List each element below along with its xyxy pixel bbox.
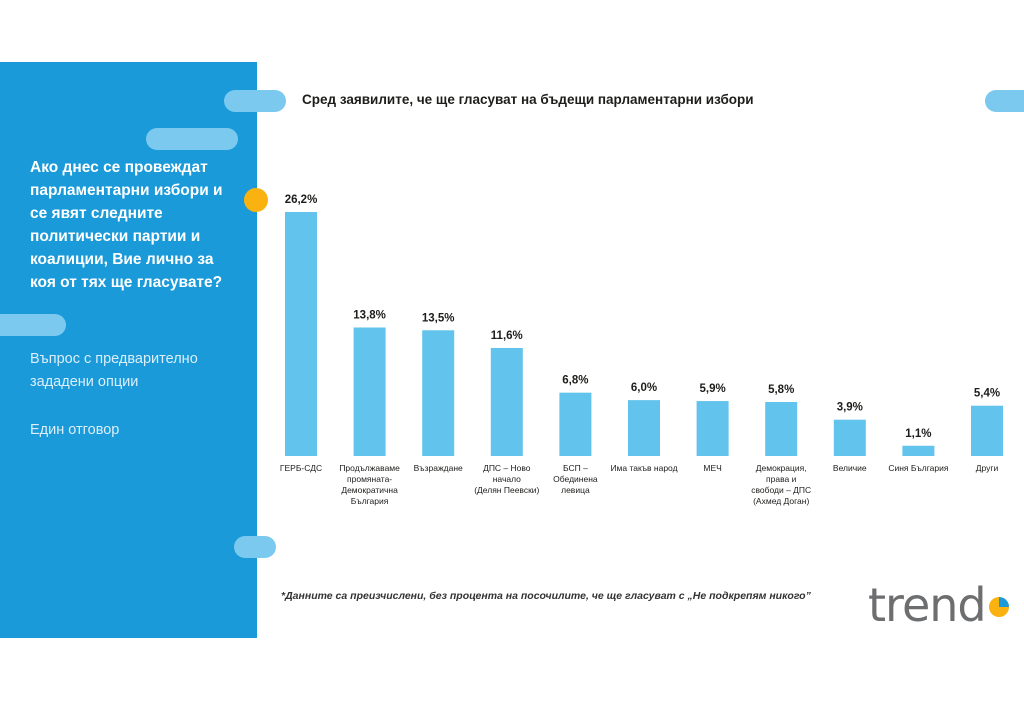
bar-6 [696,401,729,456]
survey-question: Ако днес се провеждат парламентарни избо… [30,159,223,291]
question-type-note: Въпрос с предварително зададени опции [30,351,198,390]
decorative-pill-upper [146,128,238,150]
category-label-1: Продължаваме промяната-Демократична Българ… [339,463,400,506]
value-label-0: 26,2% [285,194,318,206]
value-label-3: 11,6% [491,330,523,342]
answer-type-note: Един отговор [30,422,120,438]
left-panel [0,62,257,638]
value-label-4: 6,8% [562,375,588,387]
value-label-5: 6,0% [631,382,657,394]
bar-2 [422,330,455,456]
decorative-pill-right [985,90,1024,112]
category-label-6: МЕЧ [703,463,721,473]
accent-dot [244,188,268,212]
bar-10 [971,405,1003,456]
category-label-7: Демокрация, права и свободи – ДПС (Ахмед До… [751,463,811,506]
bar-5 [628,400,660,456]
category-label-5: Има такъв народ [610,463,677,473]
value-label-10: 5,4% [974,388,1000,400]
bar-9 [902,445,935,456]
logo-pie-icon [989,597,1009,617]
category-label-4: БСП – Обединена левица [553,463,598,495]
value-label-6: 5,9% [699,383,725,395]
value-label-9: 1,1% [905,428,931,440]
chart-title: Сред заявилите, че ще гласуват на бъдещи… [302,92,754,107]
bar-4 [559,392,592,456]
category-label-2: Възраждане [414,463,463,473]
footnote: *Данните са преизчислени, без процента н… [281,590,811,602]
category-label-3: ДПС – Ново начало (Делян Пеевски) [474,463,539,495]
trend-logo: trend [868,578,987,632]
bar-1 [353,327,386,456]
bar-8 [833,419,866,456]
value-label-1: 13,8% [353,309,386,321]
value-label-2: 13,5% [422,312,455,324]
decorative-pill-top-left [224,90,286,112]
value-label-7: 5,8% [768,384,794,396]
bar-7 [765,401,798,456]
category-label-8: Величие [833,463,867,473]
category-label-9: Синя България [888,463,949,473]
bar-3 [490,347,523,456]
category-label-10: Други [976,463,999,473]
bar-0 [285,212,317,456]
decorative-pill-middle [0,314,66,336]
category-label-0: ГЕРБ-СДС [280,463,322,473]
value-label-8: 3,9% [837,402,863,414]
decorative-pill-bottom [234,536,276,558]
